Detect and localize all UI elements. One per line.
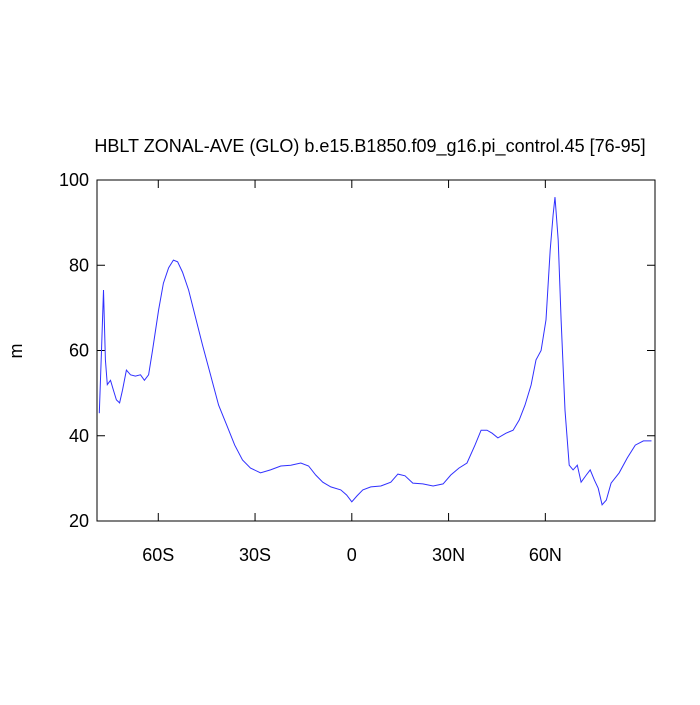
x-tick-label: 30S [239,545,271,565]
y-tick-label: 40 [69,426,89,446]
data-line [98,197,652,506]
y-tick-label: 20 [69,511,89,531]
y-tick-label: 80 [69,255,89,275]
y-tick-label: 100 [59,170,89,190]
plot-frame [96,179,656,522]
x-tick-label: 0 [347,545,357,565]
chart-title: HBLT ZONAL-AVE (GLO) b.e15.B1850.f09_g16… [94,136,645,157]
x-tick-label: 30N [432,545,465,565]
y-axis-label: m [6,344,26,359]
x-tick-label: 60S [142,545,174,565]
y-tick-label: 60 [69,341,89,361]
x-tick-label: 60N [529,545,562,565]
